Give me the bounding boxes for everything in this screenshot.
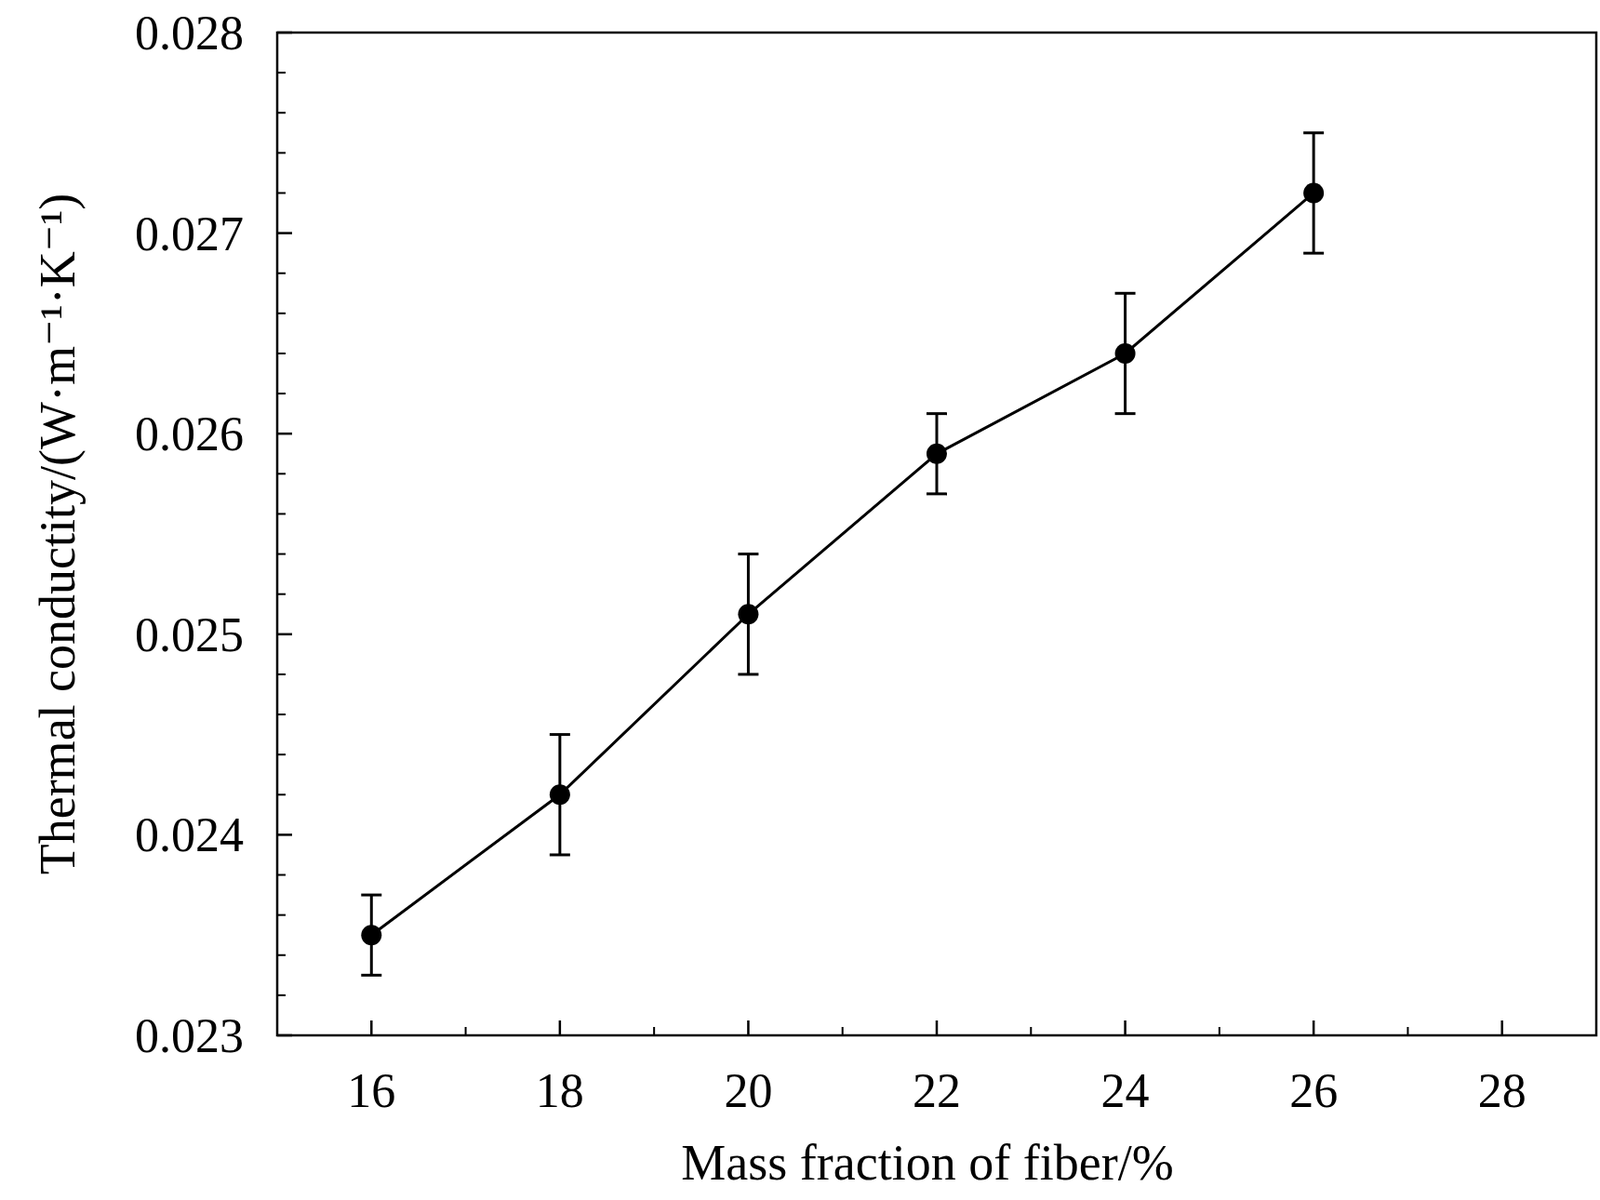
error-cap [549, 733, 571, 736]
y-minor-tick [277, 874, 286, 877]
data-point [549, 784, 571, 805]
y-axis-title: Thermal conductity/(W·m⁻¹·K⁻¹) [29, 193, 86, 876]
y-tick [277, 633, 293, 637]
data-point [926, 443, 947, 465]
chart-container: 16 18 20 22 24 26 28 0.023 0.024 0.025 0.026 0.027 0… [0, 0, 1600, 1200]
y-minor-tick [277, 111, 286, 114]
y-tick-label: 0.027 [134, 207, 244, 261]
y-minor-tick [277, 272, 286, 275]
data-point [1303, 182, 1324, 203]
y-minor-tick [277, 352, 286, 355]
x-minor-tick [1029, 1026, 1032, 1036]
x-tick [370, 1020, 374, 1036]
x-minor-tick [841, 1026, 844, 1036]
y-minor-tick [277, 753, 286, 756]
x-tick [559, 1020, 562, 1036]
x-axis-title: Mass fraction of fiber/% [680, 1134, 1174, 1191]
y-tick-label: 0.028 [134, 6, 244, 60]
y-minor-tick [277, 713, 286, 716]
y-tick-label: 0.023 [134, 1009, 244, 1063]
x-tick [746, 1020, 750, 1036]
y-minor-tick [277, 312, 286, 315]
plot-frame [277, 32, 1597, 1036]
x-tick [935, 1020, 939, 1036]
y-minor-tick [277, 512, 286, 515]
y-minor-tick [277, 593, 286, 596]
plot-data [360, 133, 1324, 976]
error-bar [737, 554, 759, 675]
error-cap [926, 492, 947, 495]
data-point [737, 603, 759, 625]
error-bar [549, 734, 571, 855]
error-cap [1115, 292, 1136, 295]
error-bar [360, 894, 382, 975]
y-minor-tick [277, 793, 286, 796]
y-minor-tick [277, 151, 286, 154]
x-tick-label: 20 [723, 1064, 773, 1118]
x-tick-label: 22 [912, 1064, 961, 1118]
error-bar [1303, 133, 1324, 254]
error-cap [737, 552, 759, 556]
x-tick-label: 26 [1289, 1064, 1338, 1118]
x-tick [1123, 1020, 1127, 1036]
error-bar [926, 413, 947, 494]
error-bar [1115, 293, 1136, 414]
y-tick-label: 0.024 [134, 808, 244, 862]
chart-svg: 16 18 20 22 24 26 28 0.023 0.024 0.025 0.026 0.027 0… [0, 0, 1600, 1200]
error-cap [360, 973, 382, 977]
y-tick [277, 833, 293, 837]
x-tick [1500, 1020, 1504, 1036]
y-tick [277, 231, 293, 235]
y-tick-label: 0.025 [134, 608, 244, 662]
data-point [1115, 343, 1136, 364]
x-tick [1312, 1020, 1316, 1036]
data-point [360, 924, 382, 946]
y-minor-tick [277, 392, 286, 395]
error-cap [549, 853, 571, 856]
data-line [371, 192, 1314, 935]
error-cap [1303, 131, 1324, 134]
error-cap [737, 672, 759, 676]
y-minor-tick [277, 71, 286, 74]
error-cap [360, 893, 382, 897]
x-minor-tick [465, 1026, 467, 1036]
y-tick-label: 0.026 [134, 407, 244, 461]
error-cap [926, 412, 947, 415]
y-minor-tick [277, 191, 286, 194]
y-tick [277, 432, 293, 436]
error-cap [1303, 252, 1324, 255]
y-minor-tick [277, 472, 286, 475]
x-tick-label: 24 [1101, 1064, 1150, 1118]
error-cap [1115, 412, 1136, 415]
y-tick [277, 1034, 293, 1038]
x-minor-tick [1406, 1026, 1409, 1036]
y-minor-tick [277, 954, 286, 957]
x-minor-tick [1218, 1026, 1221, 1036]
x-tick-label: 16 [346, 1064, 396, 1118]
x-minor-tick [653, 1026, 655, 1036]
y-minor-tick [277, 553, 286, 556]
y-minor-tick [277, 673, 286, 676]
x-tick-label: 28 [1478, 1064, 1527, 1118]
y-minor-tick [277, 994, 286, 997]
y-tick [277, 31, 293, 35]
y-minor-tick [277, 914, 286, 917]
x-tick-label: 18 [535, 1064, 585, 1118]
